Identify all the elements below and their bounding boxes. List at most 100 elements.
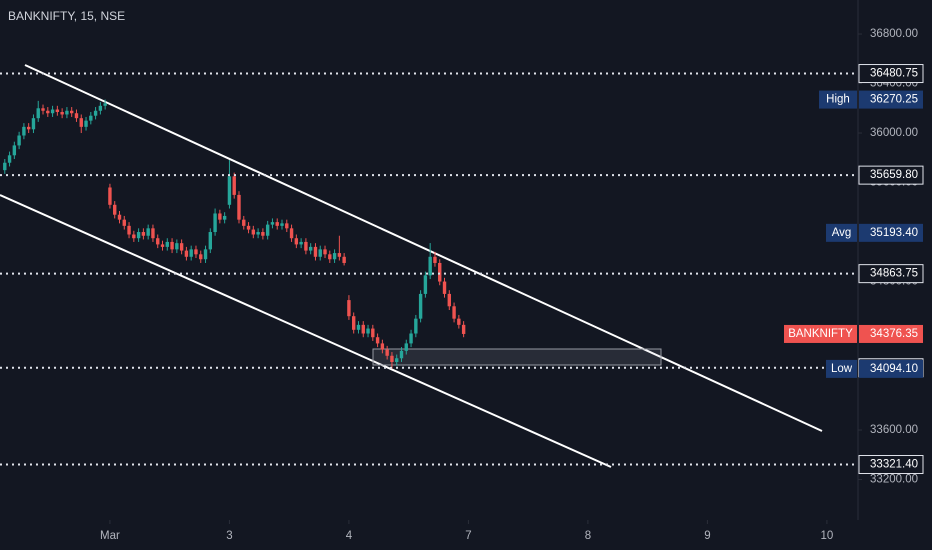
- y-tick-label: 36000.00: [870, 127, 918, 139]
- candle-body: [122, 219, 126, 226]
- candle-body: [438, 262, 442, 282]
- candle-body: [194, 249, 198, 255]
- candle-body: [399, 350, 404, 359]
- candle-body: [208, 232, 213, 250]
- candle-body: [328, 254, 332, 260]
- candle-body: [203, 249, 208, 260]
- candle-body: [294, 238, 299, 245]
- candle-body: [36, 108, 40, 119]
- marker-name: Low: [831, 363, 853, 375]
- candle-body: [237, 194, 241, 220]
- candle-body: [433, 256, 437, 263]
- candle-body: [285, 223, 289, 229]
- candle-body: [265, 224, 270, 236]
- level-label-box: [858, 165, 924, 185]
- x-tick-label: 7: [465, 530, 471, 542]
- support-zone: [372, 348, 662, 366]
- candle-body: [65, 110, 69, 115]
- candle-body: [69, 110, 74, 114]
- marker-name: High: [826, 94, 850, 106]
- candle-body: [356, 324, 361, 330]
- chart-title: BANKNIFTY, 15, NSE: [8, 9, 125, 23]
- candle-body: [74, 113, 79, 119]
- candle-body: [141, 232, 146, 236]
- x-tick-label: 8: [585, 530, 591, 542]
- candle-body: [89, 115, 93, 121]
- candle-body: [160, 244, 165, 247]
- candle-body: [146, 228, 150, 236]
- y-tick-label: 33200.00: [870, 474, 918, 486]
- candle-body: [232, 176, 236, 195]
- marker-name-box: [826, 223, 857, 242]
- candle-body: [342, 256, 346, 263]
- candle-body: [371, 328, 375, 338]
- candle-body: [165, 241, 169, 247]
- marker-value-box: [859, 359, 923, 378]
- candle-body: [246, 225, 251, 230]
- x-tick-label: 4: [346, 530, 353, 542]
- candle-body: [442, 281, 447, 294]
- candle-body: [337, 253, 342, 257]
- candle-body: [308, 246, 313, 251]
- candle-body: [423, 275, 428, 294]
- candle-body: [55, 109, 60, 112]
- candle-body: [318, 249, 322, 257]
- marker-name-box: [826, 359, 857, 378]
- candle-body: [175, 243, 179, 250]
- candle-body: [17, 135, 21, 146]
- candle-body: [256, 232, 260, 235]
- channel-upper-line: [24, 64, 823, 432]
- marker-value-box: [859, 223, 923, 242]
- candle-body: [136, 232, 141, 239]
- candle-body: [41, 108, 45, 111]
- candle-body: [199, 254, 203, 260]
- marker-value: 34094.10: [870, 363, 918, 375]
- candle-body: [395, 358, 399, 362]
- marker-value: 35193.40: [870, 227, 918, 239]
- candle-body: [332, 253, 337, 260]
- candle-body: [3, 162, 7, 171]
- candle-body: [452, 306, 456, 319]
- candle-body: [280, 223, 284, 226]
- candle-body: [184, 250, 189, 257]
- candle-body: [222, 215, 227, 220]
- candle-body: [242, 219, 246, 226]
- candle-body: [380, 343, 385, 350]
- candle-body: [179, 243, 184, 251]
- candle-body: [270, 222, 275, 225]
- x-tick-label: 10: [820, 530, 833, 542]
- candle-body: [7, 155, 12, 163]
- candle-body: [132, 234, 136, 239]
- candle-body: [299, 241, 303, 245]
- candle-body: [323, 249, 327, 255]
- candle-body: [390, 355, 394, 362]
- candle-body: [366, 328, 370, 334]
- candle-body: [218, 213, 222, 220]
- candle-body: [313, 246, 318, 257]
- marker-name-box: [819, 90, 857, 109]
- channel-lower-line: [0, 194, 612, 468]
- y-tick-label: 33600.00: [870, 424, 918, 436]
- marker-value-box: [859, 90, 923, 109]
- marker-value: 36270.25: [870, 94, 918, 106]
- candle-body: [60, 111, 64, 115]
- level-label-box: [858, 455, 924, 475]
- candle-body: [385, 349, 389, 356]
- x-tick-label: 9: [704, 530, 710, 542]
- candle-body: [457, 318, 461, 325]
- candle-body: [261, 232, 265, 236]
- candle-body: [93, 110, 98, 116]
- candle-body: [351, 316, 356, 330]
- candle-body: [275, 222, 279, 226]
- candle-body: [79, 118, 83, 127]
- candle-body: [26, 126, 31, 130]
- candle-body: [151, 228, 155, 239]
- candle-body: [12, 145, 17, 156]
- level-label: 36480.75: [870, 68, 918, 80]
- candle-body: [251, 229, 256, 235]
- level-label: 35659.80: [870, 169, 918, 181]
- candle-body: [428, 256, 432, 276]
- candle-body: [103, 103, 107, 106]
- marker-value: 34376.35: [870, 328, 918, 340]
- marker-name: BANKNIFTY: [788, 328, 853, 340]
